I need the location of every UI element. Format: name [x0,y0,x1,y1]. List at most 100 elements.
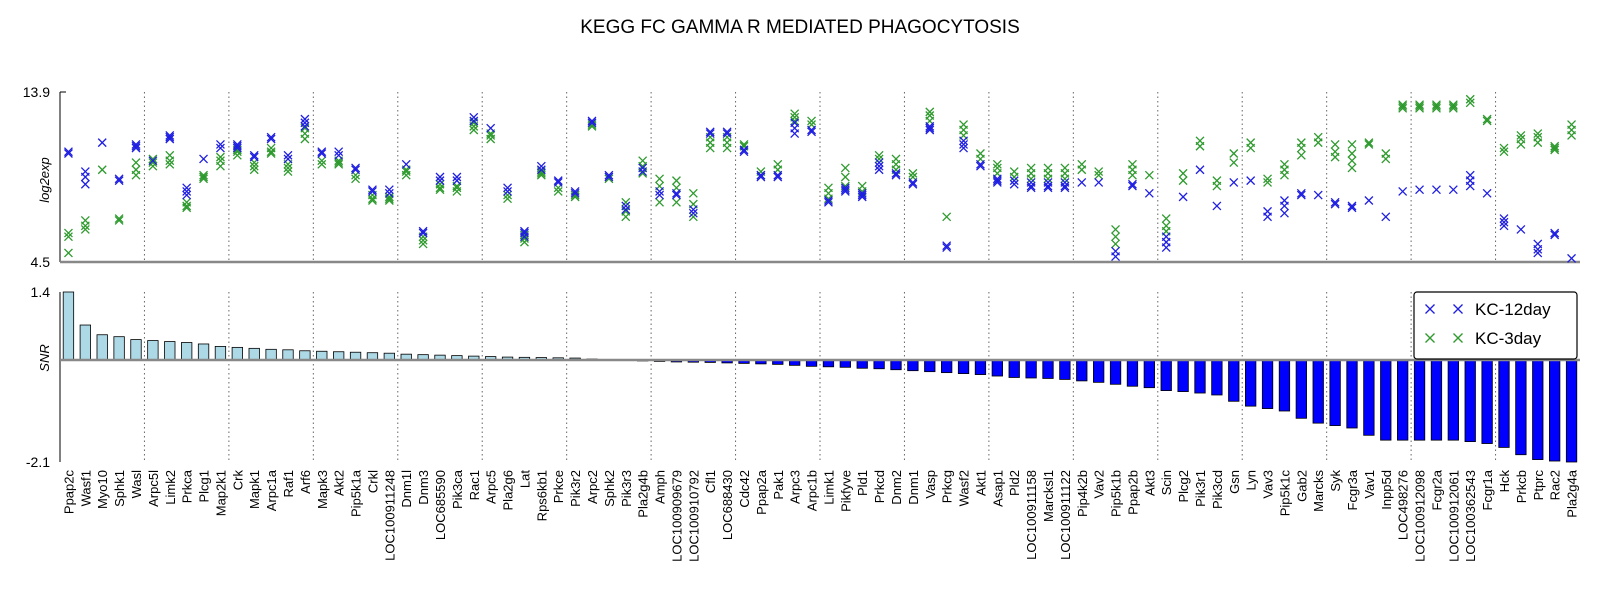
kc12-point [975,161,985,171]
snr-bar [1109,359,1122,385]
x-tick-label: Fcgr2a [1429,469,1444,510]
kc3-point [452,183,462,193]
kc3-point [1482,116,1492,126]
kc12-point [1398,187,1408,196]
snr-bar [1228,359,1240,402]
kc12-point [165,134,175,144]
x-tick-label: Arpc1b [805,470,820,511]
kc12-point [1482,188,1492,198]
x-tick-label: Raf1 [281,470,296,497]
snr-bar [1278,359,1291,412]
x-tick-label: Dnm1 [906,470,921,505]
kc3-point [891,154,901,164]
x-tick-label: Limk1 [821,470,836,505]
kc12-point [874,161,884,171]
kc12-point [1060,181,1070,191]
kc12-point [114,174,124,184]
kc3-point [655,197,665,207]
kc3-point [570,190,580,200]
kc12-point [1499,214,1509,224]
x-tick-label: Arf6 [298,470,313,494]
kc3-point [1347,163,1357,173]
kc12-point [1060,183,1070,193]
kc12-point [959,136,969,146]
legend-label-kc3: KC-3day [1475,329,1542,348]
x-tick-label: Mapk3 [315,470,330,509]
kc3-point [1229,158,1239,167]
kc3-point [114,214,124,224]
kc3-point [131,158,141,167]
snr-bar [1329,359,1341,426]
snr-bar [265,348,277,361]
x-tick-label: Plcg2 [1176,470,1191,503]
kc12-point [97,138,107,148]
kc12-point [367,185,377,195]
kc12-point [519,228,529,238]
snr-bar [299,350,311,361]
kc12-point [1499,221,1509,231]
kc3-point [249,165,259,175]
x-tick-label: Wasf2 [957,470,972,506]
kc12-point [1279,208,1289,218]
kc3-point [63,232,73,242]
snr-bar [907,359,919,372]
x-tick-label: Pip4k2b [1075,470,1090,517]
x-tick-label: Cdc42 [737,470,752,508]
kc12-point [1212,201,1222,211]
bottom-ylabel: SNR [37,344,52,371]
kc12-point [722,127,732,137]
x-tick-label: LOC498276 [1396,470,1411,540]
snr-bar [231,346,243,361]
kc3-point [1127,159,1137,169]
kc12-point [992,177,1002,187]
kc12-point [840,187,850,196]
kc3-point [1009,167,1019,177]
kc3-point [1144,170,1154,180]
legend-marker-cross [1425,304,1435,314]
kc12-point [418,228,428,238]
kc12-point [283,154,293,164]
kc12-point [536,161,546,171]
kc3-point [1060,163,1070,173]
x-tick-label: Marcksl1 [1041,470,1056,522]
kc12-point [1263,212,1273,222]
x-tick-label: Hck [1497,470,1512,493]
kc3-point [1077,159,1087,169]
kc12-point [131,143,141,153]
snr-bar [96,334,108,361]
kc12-point [840,185,850,195]
kc3-point [97,165,107,175]
kc12-point [503,183,513,193]
kc3-point [165,159,175,169]
kc3-point [1482,114,1492,124]
kc12-point [570,187,580,196]
legend-item-kc12: KC-12day [1425,300,1551,319]
x-tick-label: LOC100911122 [1058,470,1073,560]
kc3-point [1398,100,1408,110]
kc3-point [1246,138,1256,148]
x-tick-label: Pla2g4a [1565,469,1580,517]
chart-title: KEGG FC GAMMA R MEDIATED PHAGOCYTOSIS [580,17,1020,38]
kc3-point [249,161,259,171]
kc12-point [655,187,665,196]
x-tick-label: Pip5k1b [1109,470,1124,517]
x-tick-label: Akt3 [1142,470,1157,496]
kc12-point [232,143,242,153]
kc12-point [1178,192,1188,202]
bottom-separators [143,292,1497,462]
kc12-point [1533,248,1543,258]
kc3-point [1364,139,1374,149]
kc12-point [959,139,969,149]
kc12-point [942,241,952,251]
snr-bar [1059,359,1071,380]
kc3-point [1550,145,1560,155]
x-tick-label: LOC100909679 [669,470,684,562]
kc12-point [1127,181,1137,191]
kc3-point [1347,149,1357,158]
kc12-point [722,129,732,139]
snr-bar [1565,359,1578,463]
x-tick-label: Gsn [1227,470,1242,494]
snr-bar [1413,359,1426,441]
kc12-point [1144,188,1154,198]
